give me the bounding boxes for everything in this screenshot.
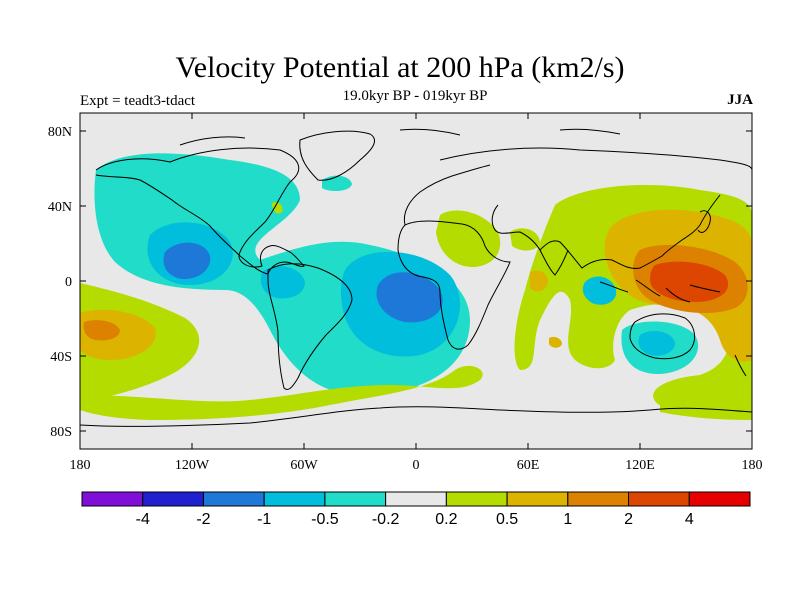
axis-ticks bbox=[80, 113, 752, 449]
plot-title: Velocity Potential at 200 hPa (km2/s) bbox=[175, 51, 625, 84]
x-tick-label: 0 bbox=[413, 458, 420, 473]
colorbar-swatch bbox=[263, 491, 326, 507]
coast-antarctica bbox=[80, 406, 752, 427]
contour-green-namerica bbox=[272, 202, 283, 214]
contour-fills bbox=[80, 153, 752, 420]
colorbar-label: -0.5 bbox=[311, 511, 339, 528]
contour-blue-australia bbox=[638, 330, 676, 356]
y-tick-label: 40S bbox=[50, 350, 72, 365]
colorbar-swatch bbox=[324, 491, 387, 507]
contour-blue-indian bbox=[582, 276, 617, 305]
contour-blue-core-pacific bbox=[163, 242, 211, 280]
y-tick-label: 80N bbox=[48, 125, 72, 140]
experiment-label: Expt = teadt3-tdact bbox=[80, 93, 196, 109]
colorbar-label: -2 bbox=[196, 511, 210, 528]
coast-north-america bbox=[95, 147, 305, 275]
colorbar-swatch bbox=[628, 491, 690, 507]
coast-asia bbox=[439, 147, 752, 269]
colorbar-swatch bbox=[202, 491, 265, 507]
map-panel: 80N 40N 0 40S 80S 180 120W 60W 0 60E 120… bbox=[48, 112, 763, 473]
y-tick-label: 80S bbox=[50, 425, 72, 440]
colorbar-swatch bbox=[567, 491, 630, 507]
coast-south-america bbox=[267, 263, 353, 391]
coast-europe bbox=[403, 164, 491, 226]
x-tick-label: 60E bbox=[517, 458, 540, 473]
plot-subtitle: 19.0kyr BP - 019kyr BP bbox=[342, 88, 488, 104]
coast-japan bbox=[697, 210, 711, 233]
contour-orange-southwest bbox=[83, 320, 120, 341]
coast-new-zealand bbox=[734, 354, 747, 377]
contour-green-india bbox=[510, 228, 540, 251]
colorbar-label: 0.5 bbox=[496, 511, 518, 528]
colorbar: -4 -2 -1 -0.5 -0.2 0.2 0.5 1 2 4 bbox=[81, 491, 751, 528]
colorbar-swatch bbox=[81, 491, 144, 507]
contour-green-southern-east bbox=[660, 390, 752, 420]
x-tick-label: 60W bbox=[290, 458, 318, 473]
coast-australia bbox=[629, 313, 696, 360]
colorbar-label: 0.2 bbox=[435, 511, 457, 528]
season-label: JJA bbox=[727, 92, 753, 108]
contour-yellow-africa bbox=[530, 270, 548, 292]
contour-green-southern bbox=[80, 365, 483, 420]
coast-arctic bbox=[179, 128, 621, 146]
x-tick-label: 120E bbox=[625, 458, 655, 473]
coast-africa bbox=[397, 220, 511, 350]
colorbar-swatch bbox=[142, 491, 204, 507]
contour-blue-core-atlantic bbox=[376, 272, 443, 323]
colorbar-swatch bbox=[385, 491, 447, 507]
coast-india bbox=[539, 249, 569, 276]
y-tick-label: 0 bbox=[65, 275, 72, 290]
colorbar-label: -0.2 bbox=[372, 511, 400, 528]
colorbar-label: 2 bbox=[624, 511, 633, 528]
colorbar-label: -1 bbox=[257, 511, 271, 528]
coastlines bbox=[80, 128, 752, 427]
colorbar-swatch bbox=[506, 491, 569, 507]
x-tick-label: 180 bbox=[70, 458, 91, 473]
colorbar-swatch bbox=[445, 491, 508, 507]
x-tick-label: 180 bbox=[742, 458, 763, 473]
contour-blue-samerica bbox=[260, 266, 305, 299]
contour-yellow-madagascar bbox=[549, 336, 562, 348]
y-tick-label: 40N bbox=[48, 200, 72, 215]
x-tick-label: 120W bbox=[175, 458, 210, 473]
colorbar-label: -4 bbox=[136, 511, 150, 528]
x-axis-labels: 180 120W 60W 0 60E 120E 180 bbox=[70, 458, 763, 473]
contour-green-arabia bbox=[436, 210, 501, 268]
colorbar-label: 1 bbox=[563, 511, 572, 528]
y-axis-labels: 80N 40N 0 40S 80S bbox=[48, 125, 72, 440]
colorbar-label: 4 bbox=[685, 511, 694, 528]
colorbar-swatch bbox=[688, 491, 751, 507]
coast-greenland bbox=[299, 130, 375, 181]
coast-maritime bbox=[599, 279, 721, 303]
